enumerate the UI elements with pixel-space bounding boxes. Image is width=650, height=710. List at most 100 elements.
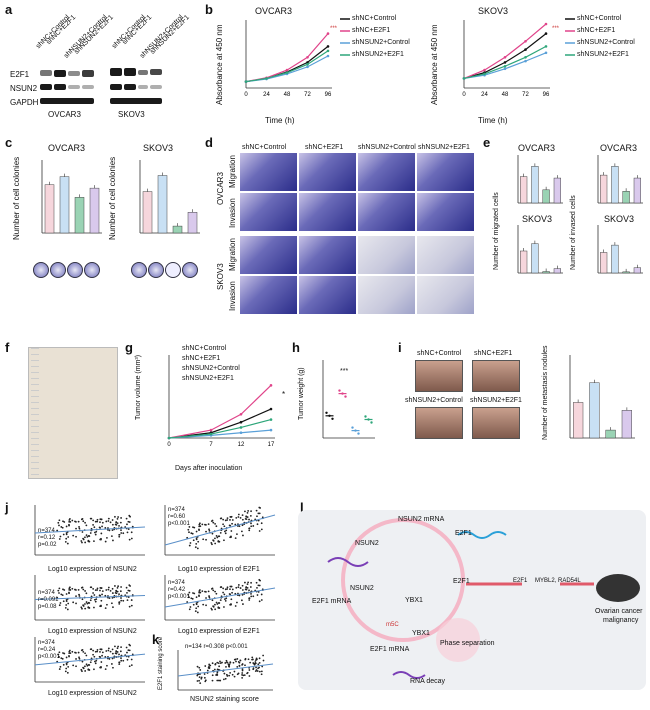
mouse-photo — [472, 407, 520, 439]
scatter-point — [257, 663, 260, 666]
bar — [633, 267, 641, 274]
scatter-point — [71, 519, 74, 522]
scatter-point — [82, 537, 85, 540]
tick-label: 0 — [167, 442, 171, 448]
scatter-point — [260, 599, 263, 601]
data-point — [269, 407, 273, 411]
scatter-point — [120, 532, 123, 534]
tumor-volume-chart: 0 7 12 17 — [167, 355, 275, 448]
scatter-point — [89, 661, 92, 664]
regression-line — [164, 514, 276, 546]
micrograph — [240, 236, 297, 274]
scatter-point — [229, 661, 232, 664]
scatter-point — [224, 600, 227, 602]
scatter-point — [251, 658, 253, 661]
diagram-label: NSUN2 — [355, 540, 379, 547]
row-label: Invasion — [228, 198, 237, 228]
panel-c-label: c — [5, 135, 13, 150]
series-line — [245, 45, 329, 83]
scatter-point — [216, 679, 219, 682]
scatter-point — [199, 522, 201, 525]
scatter-point — [211, 519, 214, 522]
scatter-point — [252, 525, 255, 527]
scatter-point — [190, 532, 193, 535]
scatter-point — [64, 670, 67, 673]
stat: n=374 — [38, 590, 55, 596]
scatter-point — [188, 591, 191, 594]
bar — [74, 197, 85, 234]
invasion-bar-chart-ovcar3 — [597, 155, 643, 204]
scatter-point — [195, 602, 198, 605]
scatter-point — [118, 593, 120, 596]
scatter-point — [85, 592, 88, 595]
bar — [172, 225, 183, 234]
scatter-point — [201, 590, 204, 593]
scatter-point — [82, 666, 85, 669]
phase-droplet — [436, 618, 480, 662]
scatter-point — [216, 661, 219, 664]
scatter-point — [58, 651, 61, 654]
data-point — [239, 420, 243, 424]
scatter-point — [96, 520, 99, 523]
scatter-point — [232, 661, 235, 664]
scatter-point — [127, 655, 130, 658]
scatter-point — [68, 655, 70, 658]
scatter-point — [246, 583, 249, 586]
scatter-point — [196, 547, 199, 550]
scatter-point — [187, 528, 190, 531]
scatter-point — [106, 603, 108, 606]
scatter-point — [84, 665, 86, 668]
scatter-point — [80, 540, 83, 542]
data-point — [364, 415, 367, 418]
scatter-point — [260, 670, 263, 673]
scatter-point — [120, 529, 122, 532]
scatter-point — [65, 667, 68, 670]
scatter-point — [95, 530, 98, 533]
mouse-photo — [472, 360, 520, 392]
scatter-point — [130, 599, 133, 601]
series-line — [168, 429, 272, 439]
scatter-point — [111, 596, 114, 599]
colony-dish — [84, 262, 100, 278]
blot-band — [54, 70, 66, 77]
scatter-point — [217, 535, 220, 538]
diagram-label: E2F1 — [453, 578, 470, 585]
data-point — [239, 413, 243, 416]
series-line — [463, 23, 547, 79]
scatter-point — [248, 599, 251, 601]
scatter-point — [234, 537, 237, 540]
scatter-point — [99, 656, 102, 658]
scatter-point — [189, 606, 192, 608]
significance-mark: *** — [552, 26, 560, 32]
growth-chart-skov3: 0 24 48 72 96 — [462, 20, 550, 98]
scatter-point — [104, 540, 107, 543]
scatter-point — [62, 533, 65, 536]
scatter-point — [119, 590, 122, 593]
data-point — [269, 384, 273, 387]
scatter-point — [92, 524, 94, 526]
panel-l-label: l — [300, 500, 304, 515]
stat: p=0.02 — [38, 542, 57, 548]
scatter-point — [246, 512, 249, 514]
scatter-point — [111, 523, 114, 526]
scatter-point — [248, 518, 250, 521]
data-point — [338, 389, 341, 392]
scatter-point — [85, 534, 88, 537]
scatter-point — [204, 523, 206, 526]
scatter-point — [61, 594, 64, 597]
scatter-point — [196, 611, 199, 614]
scatter-point — [260, 593, 263, 596]
scatter-point — [77, 520, 80, 523]
scatter-point — [198, 591, 201, 594]
data-point — [344, 395, 347, 398]
data-point — [239, 431, 243, 435]
panel-f-label: f — [5, 340, 10, 355]
scatter-point — [114, 645, 116, 648]
scatter-point — [89, 599, 92, 602]
scatter-point — [128, 589, 131, 592]
scatter-point — [250, 522, 252, 525]
scatter-point — [250, 581, 252, 584]
micrograph — [417, 193, 474, 231]
data-point — [462, 77, 466, 80]
diagram-label: YBX1 — [405, 597, 423, 604]
